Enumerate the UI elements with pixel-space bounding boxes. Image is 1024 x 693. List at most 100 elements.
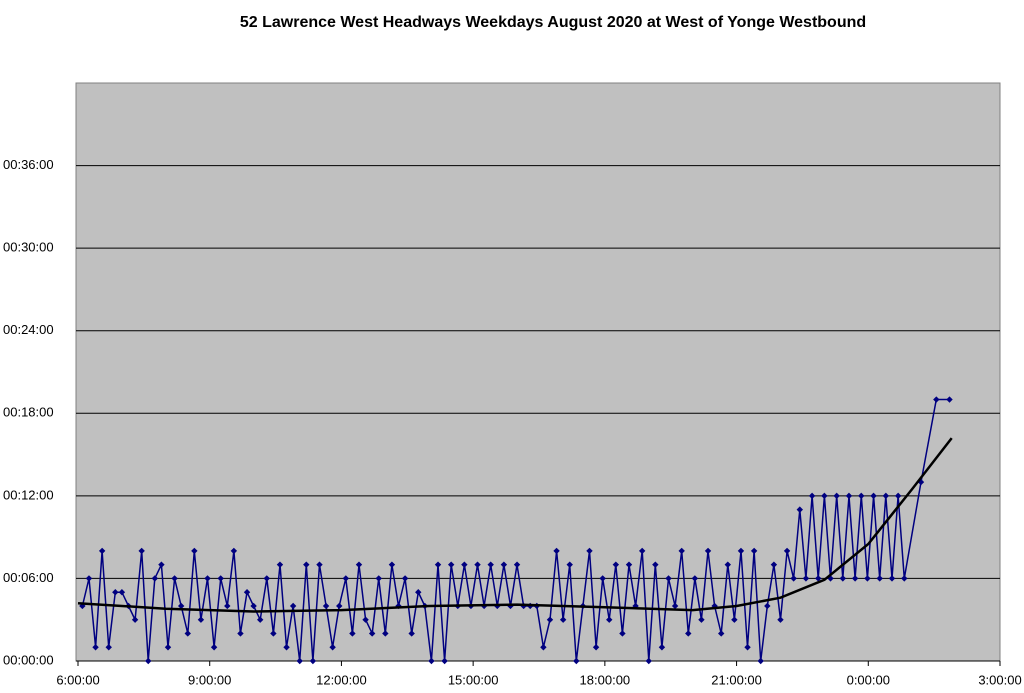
x-tick-label: 15:00:00 — [448, 672, 499, 687]
y-tick-label: 00:18:00 — [3, 405, 54, 420]
marker — [638, 547, 646, 555]
x-tick-label: 12:00:00 — [316, 672, 367, 687]
marker — [474, 561, 481, 568]
marker — [349, 630, 356, 637]
marker — [894, 492, 902, 500]
marker — [263, 575, 270, 582]
marker — [230, 547, 238, 555]
marker — [652, 561, 659, 568]
marker — [296, 657, 303, 665]
x-tick-label: 21:00:00 — [711, 672, 762, 687]
marker — [177, 602, 185, 610]
marker — [217, 575, 224, 582]
marker — [678, 547, 685, 555]
marker — [368, 630, 376, 637]
marker — [870, 492, 877, 500]
marker — [586, 547, 593, 555]
marker — [645, 657, 652, 665]
x-tick-label: 18:00:00 — [580, 672, 631, 687]
marker — [796, 506, 803, 513]
marker — [184, 630, 191, 637]
marker — [270, 630, 277, 637]
marker — [131, 616, 139, 623]
chart-title: 52 Lawrence West Headways Weekdays Augus… — [240, 14, 866, 31]
marker — [737, 547, 745, 555]
x-tick-label: 6:00:00 — [56, 672, 99, 687]
marker — [946, 396, 953, 403]
marker — [592, 644, 600, 651]
marker — [237, 630, 244, 637]
marker — [671, 602, 679, 610]
marker — [112, 588, 119, 596]
marker — [336, 602, 343, 610]
marker — [513, 561, 521, 568]
marker — [790, 575, 797, 582]
marker — [316, 561, 323, 568]
marker — [783, 547, 791, 555]
marker — [171, 575, 178, 582]
marker — [164, 644, 172, 651]
marker — [382, 630, 389, 637]
marker — [250, 602, 257, 610]
y-tick-label: 00:24:00 — [3, 322, 54, 337]
marker — [888, 575, 896, 582]
marker — [309, 657, 317, 665]
marker — [731, 616, 738, 623]
marker — [92, 644, 99, 651]
marker — [864, 575, 871, 582]
marker — [566, 561, 573, 568]
marker — [573, 657, 580, 665]
marker — [158, 561, 165, 568]
marker — [145, 657, 152, 665]
y-tick-label: 00:00:00 — [3, 652, 54, 667]
marker — [698, 616, 705, 623]
marker — [833, 492, 840, 500]
marker — [355, 561, 363, 568]
x-tick-label: 9:00:00 — [188, 672, 231, 687]
x-tick-label: 3:00:00 — [978, 672, 1021, 687]
marker — [118, 588, 126, 596]
marker — [461, 561, 468, 568]
marker — [408, 630, 415, 637]
marker — [851, 575, 859, 582]
marker — [375, 575, 382, 582]
marker — [401, 575, 409, 582]
marker — [342, 575, 350, 582]
marker — [191, 547, 198, 555]
marker — [901, 575, 908, 582]
marker — [329, 644, 336, 651]
marker — [744, 644, 751, 651]
plot-area — [75, 82, 1001, 662]
marker — [546, 616, 554, 623]
marker — [428, 657, 435, 665]
marker — [210, 644, 218, 651]
marker — [224, 602, 231, 610]
marker — [691, 575, 699, 582]
marker — [658, 644, 666, 651]
marker — [553, 547, 560, 555]
marker — [750, 547, 758, 555]
marker — [882, 492, 890, 500]
marker — [559, 616, 567, 623]
marker — [289, 602, 297, 610]
marker — [303, 561, 310, 568]
marker — [858, 492, 865, 500]
data-line — [81, 398, 950, 662]
marker — [276, 561, 284, 568]
marker — [808, 492, 816, 500]
marker — [839, 575, 847, 582]
marker — [876, 575, 883, 582]
marker — [606, 616, 613, 623]
marker — [612, 561, 620, 568]
marker — [933, 396, 940, 403]
marker — [757, 657, 764, 665]
marker — [322, 602, 330, 610]
trend-line — [77, 437, 953, 613]
marker — [98, 547, 106, 555]
y-tick-label: 00:12:00 — [3, 487, 54, 502]
marker — [85, 575, 93, 582]
marker — [105, 644, 112, 651]
marker — [388, 561, 396, 568]
marker — [619, 630, 626, 637]
